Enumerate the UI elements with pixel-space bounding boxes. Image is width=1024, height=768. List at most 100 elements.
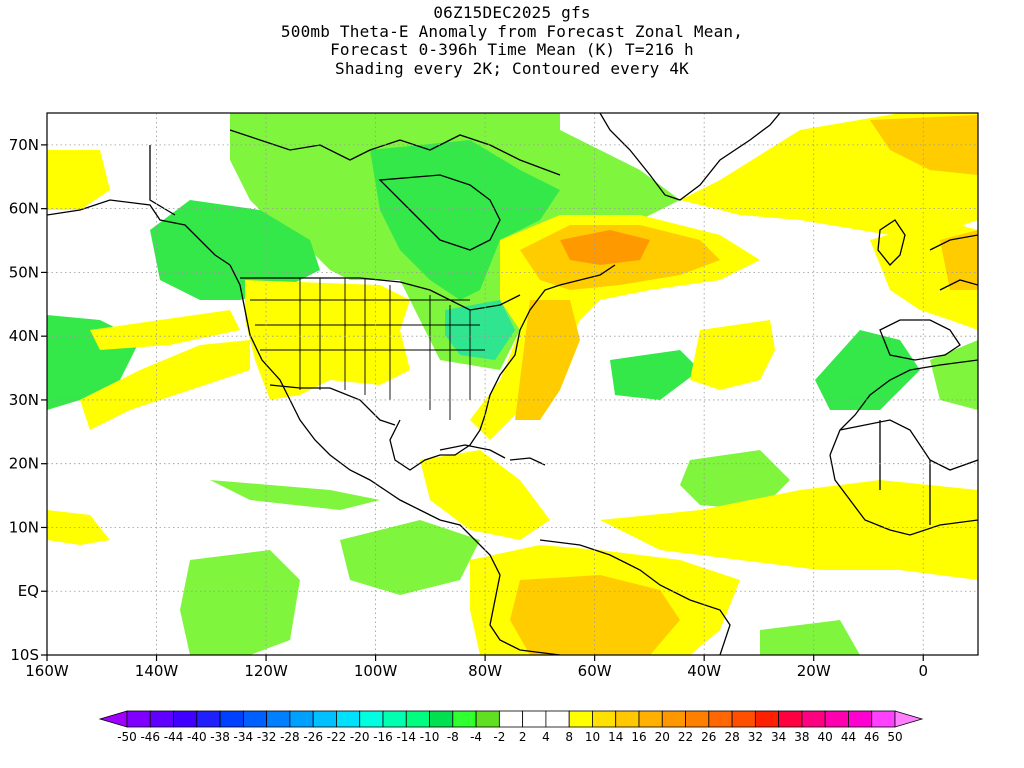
colorbar-label: 4 bbox=[542, 730, 550, 744]
lat-tick-label: 40N bbox=[9, 327, 39, 345]
colorbar-label: 26 bbox=[701, 730, 716, 744]
coast-greenland bbox=[599, 113, 781, 201]
border-africa-interior bbox=[839, 419, 978, 525]
lat-tick-label: 60N bbox=[9, 200, 39, 218]
shading-yellow-arctic-nw bbox=[47, 150, 110, 210]
colorbar-box bbox=[219, 710, 244, 728]
colorbar-label: 34 bbox=[771, 730, 786, 744]
lon-tick-label: 0 bbox=[918, 662, 928, 680]
colorbar-box bbox=[382, 710, 407, 728]
colorbar-box bbox=[452, 710, 477, 728]
colorbar-box bbox=[545, 710, 570, 728]
coast-hispaniola bbox=[509, 457, 546, 466]
colorbar-label: 22 bbox=[678, 730, 693, 744]
colorbar-box bbox=[871, 710, 896, 728]
colorbar-box bbox=[126, 710, 151, 728]
lon-tick-label: 40W bbox=[687, 662, 721, 680]
colorbar-box bbox=[149, 710, 174, 728]
colorbar-label: 32 bbox=[748, 730, 763, 744]
colorbar-label: -32 bbox=[257, 730, 277, 744]
colorbar-label: 46 bbox=[864, 730, 879, 744]
border-us-mexico bbox=[269, 384, 396, 426]
colorbar-box bbox=[731, 710, 756, 728]
colorbar-box bbox=[498, 710, 524, 728]
colorbar-box bbox=[824, 710, 849, 728]
coast-europe-north bbox=[929, 234, 978, 291]
colorbar-label: 44 bbox=[841, 730, 856, 744]
colorbar-label: 40 bbox=[818, 730, 833, 744]
shading-green-mid-atlantic bbox=[610, 350, 700, 400]
lat-tick-label: 30N bbox=[9, 391, 39, 409]
colorbar: -50 -46 -44 -40 -38 -34 -32 -28 -26 -22 -20 -16 -14-… bbox=[98, 710, 924, 744]
border-canada-alaska bbox=[149, 145, 176, 216]
coast-alaska bbox=[47, 199, 231, 266]
colorbar-label: -50 bbox=[117, 730, 137, 744]
colorbar-box bbox=[359, 710, 384, 728]
coast-iberia bbox=[879, 319, 961, 361]
colorbar-box bbox=[336, 710, 361, 728]
colorbar-box bbox=[568, 710, 593, 728]
colorbar-box bbox=[685, 710, 710, 728]
title-line-forecast: Forecast 0-396h Time Mean (K) T=216 h bbox=[330, 40, 694, 59]
lat-tick-label: EQ bbox=[18, 582, 39, 600]
colorbar-label: 16 bbox=[631, 730, 646, 744]
lon-tick-label: 60W bbox=[578, 662, 612, 680]
shading-green-south-pac bbox=[180, 550, 300, 655]
colorbar-box bbox=[312, 710, 337, 728]
coast-bc-to-california bbox=[229, 264, 476, 541]
colorbar-label: 20 bbox=[655, 730, 670, 744]
colorbar-label: -22 bbox=[327, 730, 347, 744]
colorbar-label: -8 bbox=[447, 730, 459, 744]
title-line-date-model: 06Z15DEC2025 gfs bbox=[433, 3, 591, 22]
shading-orange-arctic-ne bbox=[870, 115, 978, 175]
lon-tick-label: 20W bbox=[797, 662, 831, 680]
lat-tick-label: 50N bbox=[9, 263, 39, 281]
colorbar-label: 8 bbox=[565, 730, 573, 744]
colorbar-label: -46 bbox=[140, 730, 160, 744]
state-borders bbox=[250, 278, 485, 420]
colorbar-label: -28 bbox=[280, 730, 300, 744]
gridlines bbox=[47, 113, 978, 655]
colorbar-label: 28 bbox=[724, 730, 739, 744]
shading-yellow-east-atl-tropics bbox=[600, 480, 978, 580]
colorbar-box bbox=[754, 710, 780, 728]
shading-yellow-caribbean bbox=[420, 450, 550, 540]
shading-orange-europe bbox=[940, 230, 978, 290]
shading-orange-atl-stream bbox=[515, 300, 580, 420]
colorbar-label: -16 bbox=[373, 730, 393, 744]
lon-tick-label: 120W bbox=[244, 662, 288, 680]
lon-tick-label: 140W bbox=[135, 662, 179, 680]
coast-cuba bbox=[439, 444, 506, 459]
lat-tick-label: 10N bbox=[9, 518, 39, 536]
title-block: 06Z15DEC2025 gfs 500mb Theta-E Anomaly f… bbox=[0, 3, 1024, 78]
colorbar-label: 50 bbox=[887, 730, 902, 744]
colorbar-box bbox=[522, 710, 547, 728]
axis-ticks: 160W 140W 120W 100W 80W 60W 40W 20W 0 70N 60N 50N 40… bbox=[9, 136, 928, 680]
colorbar-label: 10 bbox=[585, 730, 600, 744]
colorbar-label: -2 bbox=[493, 730, 505, 744]
shading-green-ne-us bbox=[445, 300, 515, 360]
shading-green-africa-w bbox=[815, 330, 920, 410]
colorbar-label: -26 bbox=[303, 730, 323, 744]
colorbar-box bbox=[615, 710, 640, 728]
shading-yellow-western-us bbox=[245, 280, 410, 400]
colorbar-label: -10 bbox=[420, 730, 440, 744]
lon-tick-label: 80W bbox=[468, 662, 502, 680]
coast-british-isles bbox=[877, 219, 906, 266]
title-line-variable: 500mb Theta-E Anomaly from Forecast Zona… bbox=[280, 21, 744, 41]
coastlines bbox=[47, 113, 978, 655]
colorbar-label: 14 bbox=[608, 730, 623, 744]
coast-africa bbox=[829, 359, 978, 536]
colorbar-box bbox=[242, 710, 268, 728]
coast-hudson-bay bbox=[378, 174, 501, 251]
colorbar-label: -44 bbox=[164, 730, 184, 744]
shading-orange-labrador bbox=[560, 230, 650, 265]
lon-tick-label: 100W bbox=[354, 662, 398, 680]
shading-green-s-atl bbox=[760, 620, 860, 655]
colorbar-box bbox=[778, 710, 803, 728]
coast-south-america bbox=[474, 539, 731, 655]
colorbar-label: -38 bbox=[210, 730, 230, 744]
colorbar-box bbox=[475, 710, 500, 728]
lat-tick-label: 10S bbox=[10, 646, 39, 664]
